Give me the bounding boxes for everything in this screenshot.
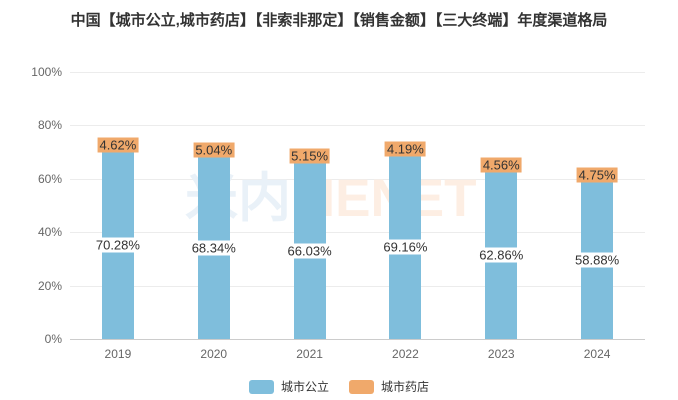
bar-label-series1-2019: 4.62% [97, 137, 139, 153]
bar-label-series1-2024: 4.75% [576, 167, 618, 183]
gridline [70, 125, 645, 127]
legend-item-series1[interactable]: 城市药店 [349, 378, 429, 395]
bar-label-series0-2023: 62.86% [477, 247, 526, 263]
bar-label-series0-2021: 66.03% [285, 243, 334, 259]
y-axis-label: 20% [37, 278, 62, 293]
chart-title: 中国【城市公立,城市药店】【非索非那定】【销售金额】【三大终端】年度渠道格局 [70, 12, 608, 29]
bar-label-series1-2023: 4.56% [480, 157, 522, 173]
legend-label: 城市公立 [280, 380, 329, 394]
gridline [70, 285, 645, 287]
bar-label-series1-2020: 5.04% [193, 142, 235, 158]
legend-label: 城市药店 [381, 380, 430, 394]
legend-marker [248, 379, 274, 394]
x-axis-label: 2024 [583, 347, 611, 361]
x-axis-label: 2020 [200, 347, 228, 361]
x-axis-label: 2021 [296, 347, 323, 361]
legend: 城市公立 城市药店 [0, 378, 678, 395]
y-axis-label: 0% [44, 332, 62, 346]
gridline [70, 178, 645, 180]
x-axis-label: 2019 [104, 347, 132, 361]
legend-item-series0[interactable]: 城市公立 [248, 378, 329, 395]
bar-label-series1-2022: 4.19% [384, 141, 426, 157]
bar-label-series0-2020: 68.34% [189, 240, 238, 256]
bar-label-series0-2024: 58.88% [573, 252, 622, 268]
y-axis-label: 100% [31, 65, 62, 79]
x-axis-label: 2023 [487, 347, 515, 361]
bar-label-series0-2019: 70.28% [93, 237, 142, 253]
x-axis-line [70, 339, 645, 340]
x-axis-label: 2022 [392, 347, 419, 361]
bar-label-series0-2022: 69.16% [381, 239, 430, 255]
y-axis-label: 40% [37, 225, 62, 240]
bar-label-series1-2021: 5.15% [289, 148, 331, 164]
gridline [70, 232, 645, 234]
gridline [70, 72, 645, 73]
y-axis-label: 80% [37, 118, 62, 133]
legend-marker [349, 379, 374, 394]
y-axis-label: 60% [37, 171, 62, 186]
